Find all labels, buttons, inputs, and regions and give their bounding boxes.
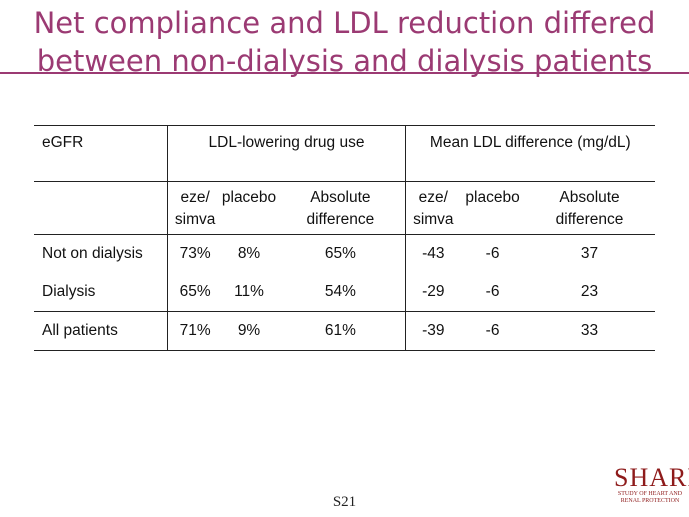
table-cell: 65%: [167, 273, 222, 312]
row-label: Dialysis: [42, 283, 96, 300]
table-cell: 33: [524, 311, 655, 351]
table-cell: -43: [404, 234, 462, 273]
table-header-row: eGFR LDL-lowering drug use Mean LDL diff…: [34, 125, 655, 182]
subheader-cell: Absolute difference: [276, 181, 406, 235]
logo-wordmark: SHARP: [614, 463, 689, 492]
table-cell: 71%: [167, 311, 222, 351]
title-divider: [0, 72, 689, 74]
subheader-cell: eze/simva: [167, 181, 222, 235]
table-cell: 54%: [324, 283, 356, 300]
table-cell: -29: [404, 273, 462, 312]
subheader-empty: [34, 181, 168, 235]
table-subheader-row: eze/simva placebo Absolute difference eze…: [34, 181, 655, 235]
row-label: All patients: [34, 311, 168, 351]
table-cell: 65%: [324, 245, 356, 262]
table-cell: -6: [485, 245, 500, 262]
table-cell: -6: [461, 311, 525, 351]
logo-subtitle-2: RENAL PROTECTION: [620, 498, 680, 504]
table-cell: 23: [580, 283, 599, 300]
logo-subtitle-1: STUDY OF HEART AND: [617, 491, 683, 497]
table-cell: 37: [580, 245, 599, 262]
subheader-cell: placebo: [221, 181, 277, 235]
table-cell: -39: [404, 311, 462, 351]
table-cell: 61%: [276, 311, 406, 351]
title-line-2: between non-dialysis and dialysis patien…: [36, 44, 653, 78]
table-cell: 11%: [234, 283, 264, 300]
table-row: All patients 71% 9% 61% -39 -6 33: [34, 311, 655, 351]
subheader-cell: placebo: [461, 181, 525, 235]
table-row: Dialysis 65% 11% 54% -29 -6 23: [34, 273, 655, 312]
header-mean-ldl-difference: Mean LDL difference (mg/dL): [404, 125, 655, 182]
header-egfr: eGFR: [34, 125, 168, 182]
header-ldl-drug-use: LDL-lowering drug use: [167, 125, 406, 182]
table-cell: 9%: [221, 311, 277, 351]
sharp-logo: SHARP STUDY OF HEART AND RENAL PROTECTIO…: [614, 463, 689, 509]
title-line-1: Net compliance and LDL reduction differe…: [33, 6, 656, 40]
table-cell: 8%: [237, 245, 261, 262]
table-cell: -6: [485, 283, 500, 300]
subheader-cell: eze/simva: [404, 181, 462, 235]
row-label: Not on dialysis: [42, 245, 143, 262]
results-table: eGFR LDL-lowering drug use Mean LDL diff…: [34, 125, 655, 351]
slide-number: S21: [332, 494, 357, 510]
subheader-cell: Absolute difference: [524, 181, 655, 235]
table-row: Not on dialysis 73% 8% 65% -43 -6 37: [34, 234, 655, 273]
slide-title: Net compliance and LDL reduction differe…: [0, 4, 689, 80]
table-cell: 73%: [167, 234, 222, 273]
